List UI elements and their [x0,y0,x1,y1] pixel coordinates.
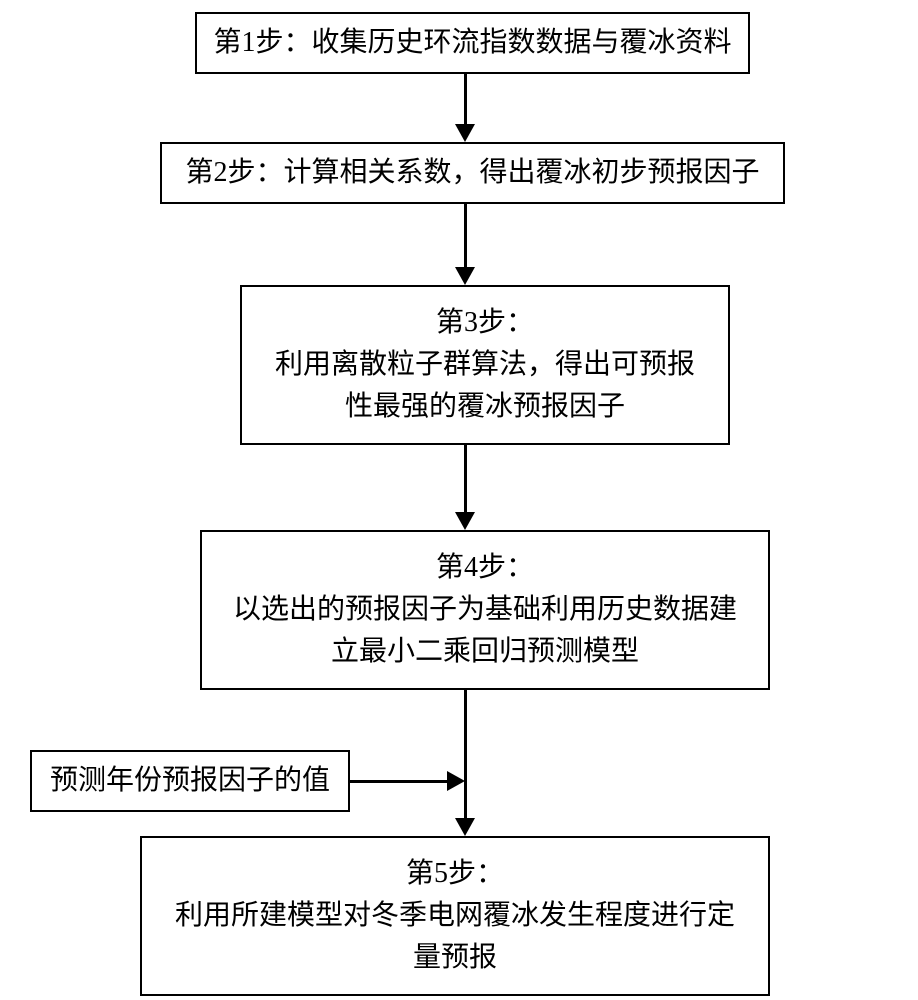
arrowhead-icon [455,818,475,836]
flowchart-node-step2: 第2步：计算相关系数，得出覆冰初步预报因子 [160,142,785,204]
arrowhead-icon [455,267,475,285]
edge-step1-step2 [464,74,467,126]
edge-step3-step4 [464,445,467,514]
flowchart-node-step3: 第3步：利用离散粒子群算法，得出可预报性最强的覆冰预报因子 [240,285,730,445]
flowchart-node-step4: 第4步：以选出的预报因子为基础利用历史数据建立最小二乘回归预测模型 [200,530,770,690]
edge-input-main [350,780,449,783]
flowchart-node-step1: 第1步：收集历史环流指数数据与覆冰资料 [195,12,750,74]
arrowhead-icon [455,124,475,142]
node-label: 第1步：收集历史环流指数数据与覆冰资料 [213,22,731,64]
arrowhead-icon [447,771,465,791]
node-label: 第2步：计算相关系数，得出覆冰初步预报因子 [185,152,759,194]
edge-step4-step5 [464,690,467,820]
flowchart-node-input: 预测年份预报因子的值 [30,750,350,812]
flowchart-canvas: 第1步：收集历史环流指数数据与覆冰资料 第2步：计算相关系数，得出覆冰初步预报因… [0,0,918,1000]
arrowhead-icon [455,512,475,530]
node-label: 第3步：利用离散粒子群算法，得出可预报性最强的覆冰预报因子 [275,302,695,428]
edge-step2-step3 [464,204,467,269]
node-label: 预测年份预报因子的值 [50,760,330,802]
flowchart-node-step5: 第5步：利用所建模型对冬季电网覆冰发生程度进行定量预报 [140,836,770,996]
node-label: 第4步：以选出的预报因子为基础利用历史数据建立最小二乘回归预测模型 [233,547,737,673]
node-label: 第5步：利用所建模型对冬季电网覆冰发生程度进行定量预报 [175,853,735,979]
